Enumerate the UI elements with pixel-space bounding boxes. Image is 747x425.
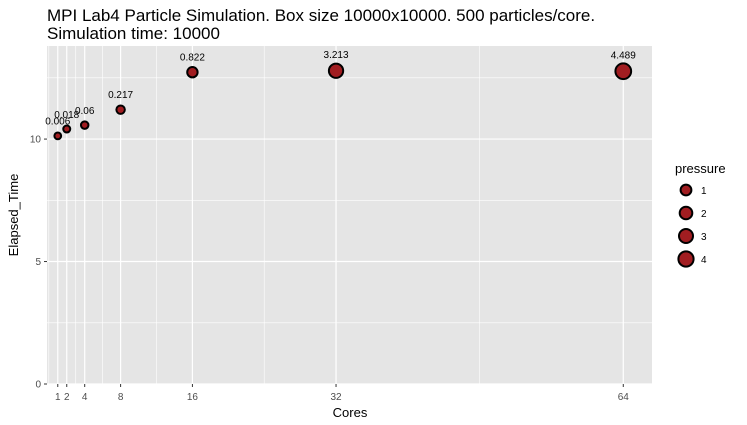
x-tick-label: 64 (618, 392, 630, 403)
legend-title: pressure (675, 161, 726, 176)
legend: pressure 1 2 3 4 (675, 161, 726, 268)
major-gridlines (47, 46, 652, 385)
legend-label: 2 (701, 209, 707, 220)
y-tick-label: 5 (35, 257, 41, 268)
legend-key (678, 205, 694, 221)
data-label: 0.006 (45, 117, 70, 128)
data-label: 0.217 (108, 90, 133, 101)
legend-label: 1 (701, 186, 707, 197)
data-label: 4.489 (611, 50, 636, 61)
data-point (614, 62, 633, 81)
chart-subtitle: Simulation time: 10000 (47, 24, 220, 43)
data-label: 0.018 (54, 110, 79, 121)
x-tick-label: 2 (64, 392, 70, 403)
data-label: 0.822 (180, 52, 205, 63)
data-point (327, 62, 345, 79)
legend-label: 3 (701, 232, 707, 243)
x-tick-label: 32 (330, 392, 342, 403)
y-axis-ticks: 0 5 10 (30, 135, 47, 391)
legend-key (677, 227, 695, 245)
data-point (62, 124, 72, 134)
x-axis-title: Cores (333, 405, 368, 420)
data-point (115, 104, 126, 115)
data-point (79, 120, 90, 130)
y-tick-label: 10 (30, 135, 42, 146)
y-axis-title: Elapsed_Time (6, 174, 21, 257)
y-tick-label: 0 (35, 380, 41, 391)
data-point (53, 131, 63, 141)
data-label: 3.213 (324, 50, 349, 61)
legend-label: 4 (701, 255, 707, 266)
plot-panel (47, 46, 652, 384)
legend-key (677, 250, 695, 268)
data-point (186, 66, 199, 79)
x-tick-label: 1 (55, 392, 61, 403)
chart-title: MPI Lab4 Particle Simulation. Box size 1… (47, 6, 595, 25)
legend-key (679, 183, 693, 197)
x-tick-label: 16 (187, 392, 199, 403)
minor-gridlines (47, 46, 652, 384)
x-tick-label: 8 (118, 392, 124, 403)
x-tick-label: 4 (82, 392, 88, 403)
x-axis-ticks: 1 2 4 8 16 32 64 (55, 384, 629, 403)
data-label: 0.06 (75, 106, 95, 117)
data-points (53, 62, 633, 141)
